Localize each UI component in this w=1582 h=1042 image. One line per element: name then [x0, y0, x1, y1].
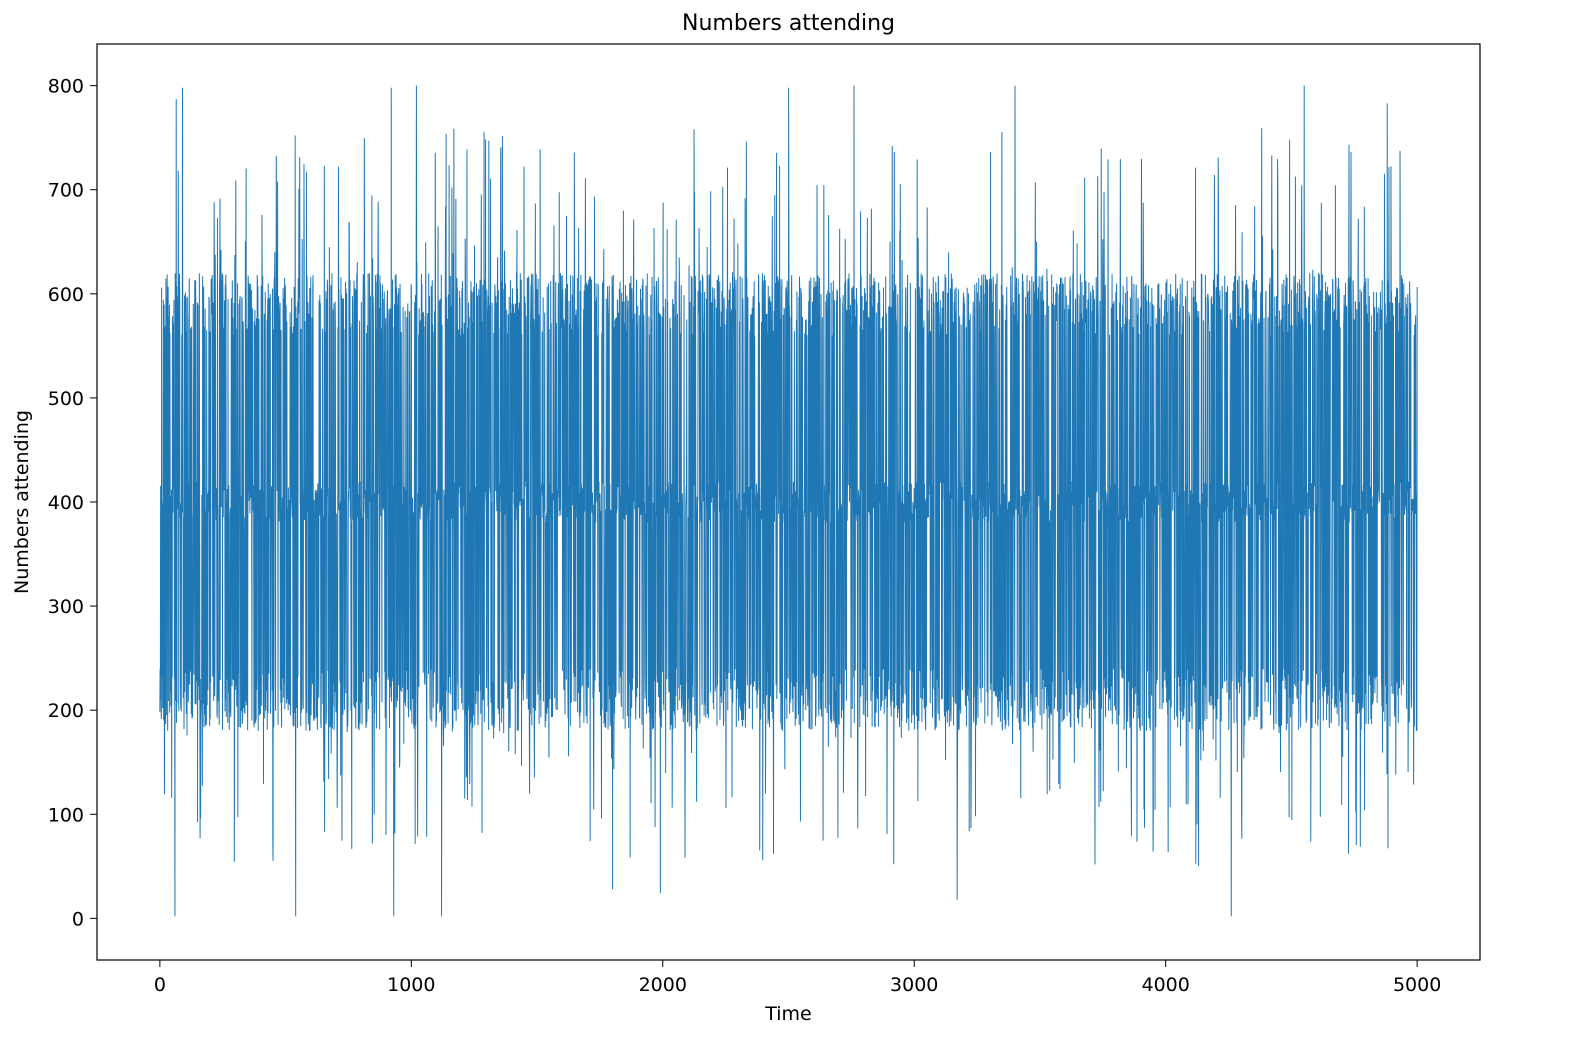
x-tick-label: 0 [154, 974, 166, 996]
y-tick-label: 700 [48, 180, 84, 202]
y-tick-label: 500 [48, 388, 84, 410]
y-axis-label: Numbers attending [11, 410, 33, 594]
y-axis: 0 100 200 300 400 500 600 700 800 [48, 76, 97, 930]
y-tick-label: 600 [48, 284, 84, 306]
y-tick-label: 100 [48, 804, 84, 826]
x-tick-label: 3000 [890, 974, 938, 996]
x-axis-label: Time [764, 1003, 812, 1025]
y-tick-label: 300 [48, 596, 84, 618]
y-tick-label: 200 [48, 700, 84, 722]
plot-area [159, 85, 1418, 917]
y-tick-label: 800 [48, 76, 84, 98]
x-tick-label: 2000 [639, 974, 687, 996]
x-axis: 0 1000 2000 3000 4000 5000 [154, 960, 1441, 996]
x-tick-label: 5000 [1393, 974, 1441, 996]
chart-title: Numbers attending [682, 11, 895, 36]
y-tick-label: 400 [48, 492, 84, 514]
series-line [159, 85, 1418, 917]
x-tick-label: 1000 [387, 974, 435, 996]
x-tick-label: 4000 [1142, 974, 1190, 996]
y-tick-label: 0 [72, 908, 84, 930]
